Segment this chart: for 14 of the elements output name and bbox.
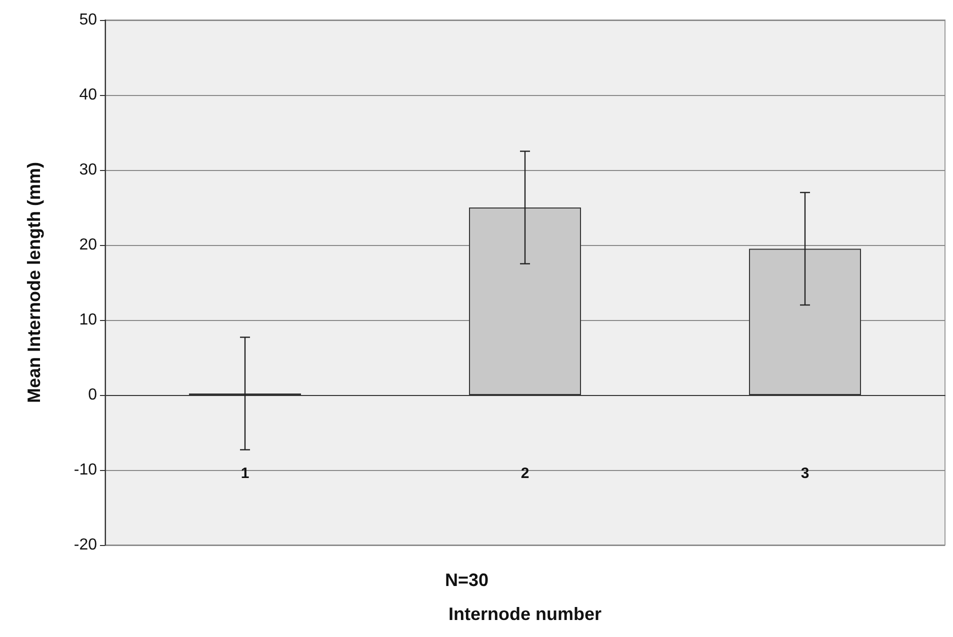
y-tick-label: 30 <box>79 162 98 178</box>
x-tick-label: 2 <box>520 465 530 482</box>
y-tick-label: 40 <box>79 86 98 104</box>
y-axis-title: Mean Internode length (mm) <box>24 162 44 404</box>
y-tick-label: 10 <box>79 312 98 328</box>
y-tick-label: 0 <box>88 386 98 404</box>
y-tick-label: 50 <box>79 12 98 28</box>
y-tick-label: -20 <box>74 536 98 554</box>
y-tick-label: -10 <box>74 462 98 478</box>
x-tick-label: 1 <box>240 465 250 482</box>
x-axis-title: Internode number <box>448 604 602 624</box>
text: N=30 <box>444 570 489 590</box>
x-tick-label: 3 <box>800 465 810 482</box>
y-tick-label: 20 <box>79 236 98 254</box>
